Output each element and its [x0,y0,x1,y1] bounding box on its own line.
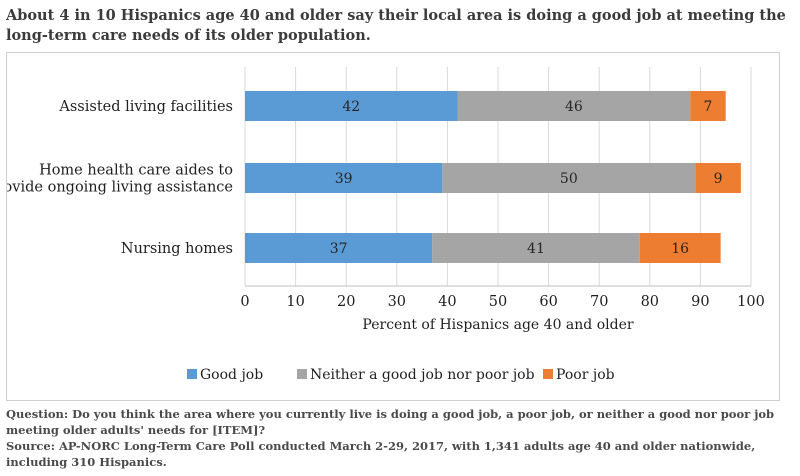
bar-segment [639,233,721,263]
x-tick-label: 90 [691,294,709,310]
bar-segment [442,163,696,193]
stacked-bar-chart: 42 46 7 Assisted living facilities 39 50 9 Home… [7,67,765,383]
data-label: 39 [335,171,353,187]
source-note: Source: AP-NORC Long-Term Care Poll cond… [6,439,756,469]
bar-segment [695,163,741,193]
legend-label: Poor job [556,367,615,383]
bar-segment [432,233,640,263]
x-tick-label: 50 [489,294,507,310]
legend-label: Neither a good job nor poor job [310,367,535,383]
x-tick-label: 70 [590,294,608,310]
x-tick-label: 20 [337,294,355,310]
x-tick-label: 0 [240,294,249,310]
x-tick-label: 10 [286,294,304,310]
bar-segment [690,91,726,121]
data-label: 37 [330,241,348,257]
x-tick-label: 60 [539,294,557,310]
category-label: Home health care aides to [39,163,233,179]
chart-area: 42 46 7 Assisted living facilities 39 50 9 Home… [6,52,780,401]
bar-segment [245,233,433,263]
data-label: 9 [714,171,723,187]
category-label: Assisted living facilities [58,99,233,115]
legend-swatch [297,369,307,379]
legend-swatch [543,369,553,379]
data-label: 42 [342,99,360,115]
category-label: provide ongoing living assistance [7,180,233,196]
data-label: 16 [671,241,689,257]
data-label: 46 [565,99,583,115]
data-label: 50 [560,171,578,187]
x-tick-label: 30 [388,294,406,310]
x-tick-label: 100 [737,294,765,310]
category-label: Nursing homes [121,241,233,257]
chart-title: About 4 in 10 Hispanics age 40 and older… [6,7,786,44]
legend-label: Good job [200,367,263,383]
x-tick-label: 80 [641,294,659,310]
data-label: 41 [527,241,545,257]
bar-segment [245,91,458,121]
bar-segment [245,163,443,193]
x-axis-label: Percent of Hispanics age 40 and older [362,317,633,333]
x-tick-label: 40 [438,294,456,310]
bar-segment [457,91,691,121]
legend-swatch [187,369,197,379]
question-note: Question: Do you think the area where yo… [6,407,775,437]
data-label: 7 [704,99,713,115]
